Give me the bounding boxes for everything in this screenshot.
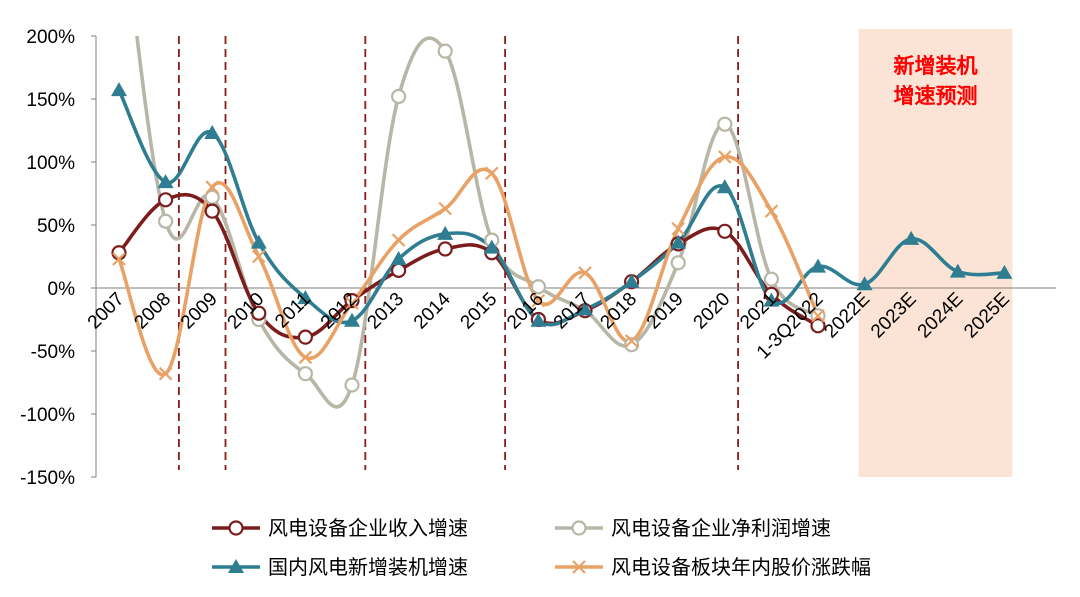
x-tick-label: 2011 (271, 289, 315, 333)
cycle-divider-lines (177, 36, 739, 470)
x-tick-label: 2015 (457, 289, 502, 334)
legend-label: 风电设备企业收入增速 (268, 516, 468, 540)
data-point-series-2 (111, 82, 127, 97)
data-point-series-0 (344, 293, 360, 309)
legend-item: 风电设备企业收入增速 (212, 516, 468, 540)
data-point-series-1 (717, 116, 733, 132)
data-point-series-2 (903, 230, 920, 245)
data-point-series-0 (297, 329, 313, 345)
data-point-series-1 (623, 337, 640, 353)
data-point-series-3 (158, 366, 173, 381)
legend-swatch-marker (228, 559, 244, 573)
legend-label: 风电设备企业净利润增速 (611, 516, 831, 540)
series-line-0 (117, 192, 820, 340)
data-point-series-3 (718, 150, 732, 164)
data-point-series-2 (810, 258, 826, 273)
data-point-series-0 (717, 223, 733, 239)
data-point-series-2 (344, 312, 360, 327)
data-point-series-3 (671, 222, 685, 236)
data-point-series-0 (437, 241, 453, 257)
data-point-series-3 (112, 252, 126, 266)
y-tick-label: -150% (20, 468, 75, 489)
data-point-series-3 (485, 166, 499, 181)
data-point-series-3 (578, 266, 592, 280)
axes (95, 36, 1056, 477)
data-point-series-3 (531, 293, 546, 308)
series-markers (111, 43, 1013, 393)
y-tick-label: 100% (26, 153, 75, 174)
data-point-series-0 (111, 245, 127, 261)
data-point-series-3 (764, 204, 779, 218)
data-point-series-0 (391, 262, 407, 278)
data-point-series-2 (297, 290, 314, 305)
data-point-series-1 (297, 366, 313, 382)
legend-swatch-marker (228, 520, 244, 536)
data-point-series-3 (298, 350, 313, 365)
data-point-series-2 (483, 239, 500, 254)
data-point-series-2 (250, 234, 267, 249)
y-tick-label: 200% (26, 27, 75, 48)
data-point-series-1 (158, 213, 174, 229)
y-tick-label: 150% (26, 90, 75, 111)
data-point-series-2 (390, 251, 407, 266)
data-point-series-2 (670, 234, 687, 249)
x-tick-label: 2007 (84, 289, 129, 334)
data-point-series-1 (670, 255, 686, 271)
forecast-label: 新增装机 (894, 54, 978, 78)
series-line-1 (135, 36, 820, 409)
data-point-series-0 (204, 203, 220, 219)
data-point-series-2 (437, 225, 454, 240)
data-point-series-3 (624, 334, 639, 348)
data-point-series-0 (810, 318, 826, 334)
x-tick-label: 2009 (177, 289, 222, 334)
data-point-series-2 (623, 273, 640, 288)
legend-label: 风电设备板块年内股价涨跌幅 (611, 555, 871, 579)
data-point-series-0 (158, 192, 174, 208)
legend-label: 国内风电新增装机增速 (268, 555, 468, 579)
legend-item: 国内风电新增装机增速 (212, 555, 468, 579)
data-point-series-3 (391, 233, 406, 247)
legend-swatch-marker (572, 560, 586, 574)
data-point-series-3 (811, 308, 825, 323)
data-point-series-2 (577, 301, 593, 316)
legend-swatch-marker (571, 520, 587, 536)
series-line-2 (117, 88, 1007, 327)
data-point-series-1 (344, 377, 360, 393)
data-point-series-2 (204, 125, 221, 140)
legend-item: 风电设备板块年内股价涨跌幅 (555, 555, 871, 579)
data-point-series-2 (996, 264, 1013, 279)
data-point-series-2 (716, 179, 733, 194)
y-tick-label: 0% (48, 279, 76, 300)
data-point-series-2 (157, 174, 174, 189)
legend-item: 风电设备企业净利润增速 (555, 516, 831, 540)
data-point-series-3 (205, 180, 219, 194)
x-tick-label: 2020 (690, 289, 735, 334)
data-point-series-2 (530, 312, 547, 327)
y-tick-label: -100% (20, 405, 75, 426)
forecast-label: 增速预测 (894, 84, 978, 108)
data-point-series-1 (763, 271, 780, 287)
y-tick-label: -50% (31, 342, 75, 363)
data-point-series-3 (345, 296, 359, 310)
data-point-series-2 (763, 292, 780, 307)
y-tick-label: 50% (37, 216, 75, 237)
data-point-series-1 (437, 43, 453, 59)
data-point-series-1 (530, 279, 547, 295)
y-tick-labels: -150% -100% -50% 0% 50% 100% 150% 200% (20, 27, 96, 489)
data-point-series-1 (391, 88, 407, 105)
data-point-series-2 (949, 263, 966, 278)
data-point-series-2 (856, 276, 873, 291)
data-point-series-0 (251, 305, 267, 321)
x-tick-label: 2014 (410, 288, 455, 333)
data-point-series-3 (438, 201, 452, 216)
data-point-series-3 (252, 249, 266, 264)
